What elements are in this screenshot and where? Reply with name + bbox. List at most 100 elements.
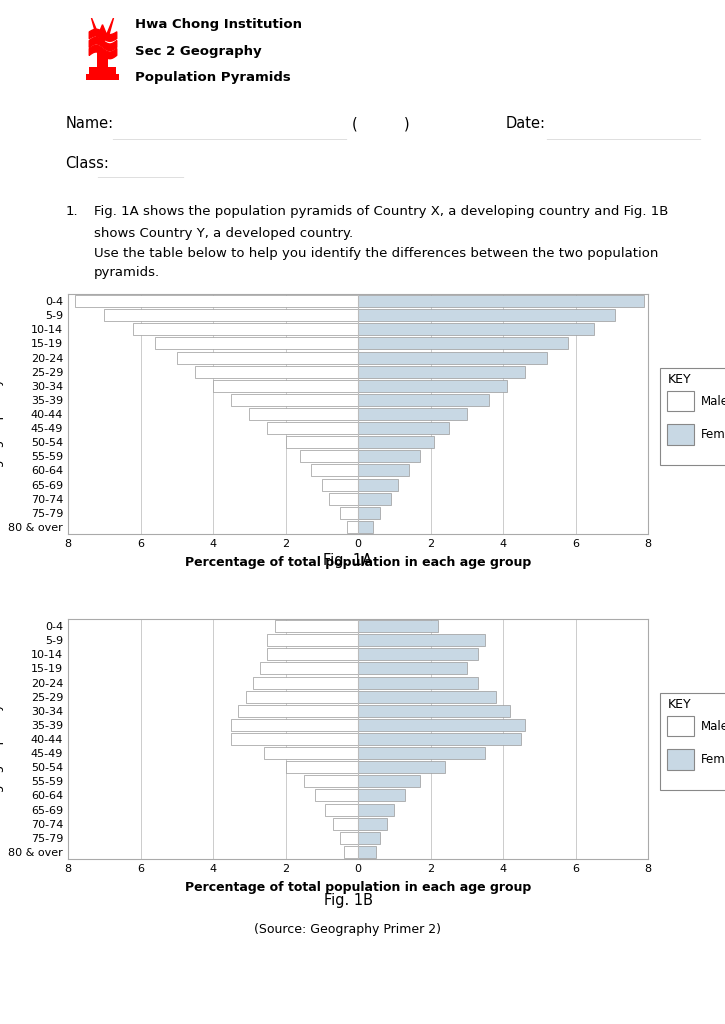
Y-axis label: Age groups in years: Age groups in years xyxy=(0,351,4,476)
Bar xyxy=(231,733,358,745)
Bar xyxy=(333,818,358,829)
Bar xyxy=(275,621,358,632)
Bar xyxy=(311,465,358,476)
Bar xyxy=(358,846,376,858)
Text: Class:: Class: xyxy=(65,157,109,171)
Bar xyxy=(177,351,358,364)
Bar xyxy=(246,690,358,702)
Bar xyxy=(260,663,358,675)
Bar xyxy=(358,465,409,476)
Bar xyxy=(213,380,358,392)
Bar xyxy=(666,716,694,736)
Text: Males: Males xyxy=(700,395,725,408)
Bar xyxy=(195,366,358,378)
Bar xyxy=(300,451,358,463)
Bar xyxy=(358,338,568,349)
Bar xyxy=(358,394,489,406)
Text: Males: Males xyxy=(700,720,725,733)
Bar xyxy=(358,761,445,773)
Bar xyxy=(666,425,694,444)
Bar xyxy=(231,394,358,406)
Y-axis label: Age groups in years: Age groups in years xyxy=(0,677,4,802)
Bar xyxy=(358,521,373,532)
Text: KEY: KEY xyxy=(668,698,692,711)
Bar xyxy=(264,748,358,759)
Bar xyxy=(358,748,485,759)
Text: 1.: 1. xyxy=(65,205,78,218)
Bar xyxy=(358,663,467,675)
X-axis label: Percentage of total population in each age group: Percentage of total population in each a… xyxy=(185,881,531,894)
Text: Fig. 1A shows the population pyramids of Country X, a developing country and Fig: Fig. 1A shows the population pyramids of… xyxy=(94,205,668,218)
Bar xyxy=(666,750,694,770)
Text: Name:: Name: xyxy=(65,116,113,131)
Bar xyxy=(88,67,116,75)
Bar xyxy=(358,648,478,660)
Bar xyxy=(239,705,358,717)
Text: Date:: Date: xyxy=(505,116,545,131)
Bar xyxy=(358,621,438,632)
Bar xyxy=(358,831,380,844)
Bar xyxy=(322,478,358,490)
Bar xyxy=(249,408,358,420)
Bar xyxy=(358,507,380,519)
Bar xyxy=(358,436,434,449)
Bar xyxy=(666,391,694,412)
Bar xyxy=(133,324,358,335)
Bar xyxy=(231,719,358,731)
X-axis label: Percentage of total population in each age group: Percentage of total population in each a… xyxy=(185,556,531,568)
Bar xyxy=(358,295,645,307)
Bar xyxy=(315,790,358,802)
FancyBboxPatch shape xyxy=(660,368,725,465)
Bar xyxy=(253,677,358,688)
Bar xyxy=(326,804,358,815)
Bar xyxy=(358,733,521,745)
Text: Females: Females xyxy=(700,753,725,766)
Bar xyxy=(268,634,358,646)
Bar xyxy=(304,775,358,787)
Bar xyxy=(340,831,358,844)
Bar xyxy=(358,775,420,787)
Bar xyxy=(329,493,358,505)
Polygon shape xyxy=(91,18,114,45)
Bar xyxy=(97,51,108,69)
Bar xyxy=(358,408,467,420)
Text: Sec 2 Geography: Sec 2 Geography xyxy=(135,45,262,57)
Bar xyxy=(358,324,594,335)
Text: Fig. 1B: Fig. 1B xyxy=(323,894,373,908)
Text: pyramids.: pyramids. xyxy=(94,266,160,279)
Text: Population Pyramids: Population Pyramids xyxy=(135,72,291,84)
Text: Use the table below to help you identify the differences between the two populat: Use the table below to help you identify… xyxy=(94,247,658,260)
Bar xyxy=(268,422,358,434)
Text: Females: Females xyxy=(700,428,725,441)
FancyBboxPatch shape xyxy=(660,693,725,790)
Text: (Source: Geography Primer 2): (Source: Geography Primer 2) xyxy=(254,923,442,936)
Bar xyxy=(286,436,358,449)
Bar xyxy=(286,761,358,773)
Bar xyxy=(358,366,525,378)
Bar xyxy=(86,74,119,80)
Text: (          ): ( ) xyxy=(352,116,410,131)
Bar xyxy=(358,804,394,815)
Bar xyxy=(358,677,478,688)
Bar xyxy=(358,790,405,802)
Bar xyxy=(358,634,485,646)
Text: KEY: KEY xyxy=(668,373,692,386)
Text: Fig. 1A: Fig. 1A xyxy=(323,554,373,568)
Bar xyxy=(358,422,449,434)
Bar xyxy=(347,521,358,532)
Bar xyxy=(358,493,391,505)
Bar xyxy=(358,478,398,490)
Bar xyxy=(340,507,358,519)
Bar xyxy=(358,690,496,702)
Bar xyxy=(358,351,547,364)
Bar xyxy=(358,719,525,731)
Bar xyxy=(358,451,420,463)
Bar xyxy=(358,818,387,829)
Bar xyxy=(75,295,358,307)
Bar xyxy=(268,648,358,660)
Bar xyxy=(344,846,358,858)
Bar xyxy=(358,309,616,322)
Bar xyxy=(358,705,510,717)
Text: shows Country Y, a developed country.: shows Country Y, a developed country. xyxy=(94,227,353,241)
Text: Hwa Chong Institution: Hwa Chong Institution xyxy=(135,18,302,31)
